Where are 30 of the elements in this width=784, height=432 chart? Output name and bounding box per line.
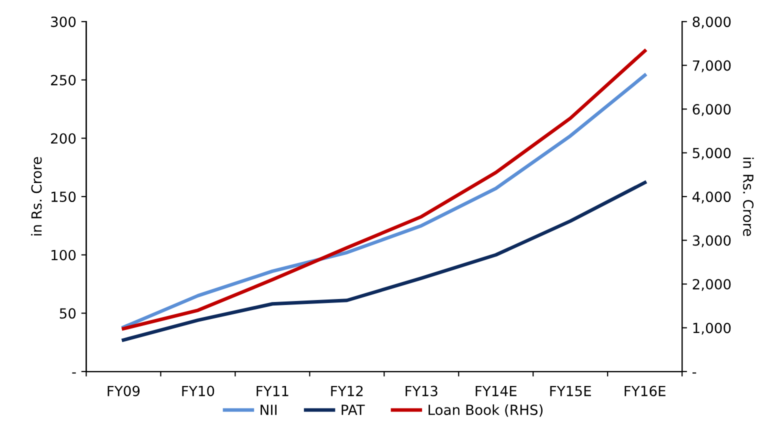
- x-tick-label: FY13: [406, 386, 438, 396]
- y-tick-label: 250: [51, 74, 76, 86]
- y-tick-label: 300: [51, 16, 76, 28]
- line-series: [122, 180, 647, 342]
- x-tick-label: FY14E: [476, 386, 516, 396]
- y-tick-label: 200: [51, 133, 76, 144]
- y2-axis-title: in Rs. Crore: [743, 158, 754, 236]
- y-tick-label: -: [72, 372, 76, 374]
- x-tick-label: FY11: [256, 386, 288, 396]
- y2-tick-label: 3,000: [692, 235, 731, 248]
- legend-label: Loan Book (RHS): [428, 404, 543, 417]
- y-tick-label: 50: [60, 308, 76, 319]
- legend-label: NII: [260, 404, 277, 415]
- y-tick-label: 100: [52, 250, 76, 260]
- y2-tick-label: 4,000: [692, 192, 731, 204]
- legend-label: PAT: [342, 404, 365, 415]
- y2-tick-label: -: [692, 372, 696, 374]
- x-tick-label: FY15E: [550, 386, 591, 396]
- y-axis-title: in Rs. Crore: [31, 157, 42, 236]
- y2-tick-label: 6,000: [692, 104, 731, 116]
- x-tick-label: FY12: [331, 386, 363, 396]
- y-tick-label: 150: [52, 192, 76, 202]
- x-tick-label: FY10: [182, 386, 214, 396]
- x-tick-label: FY16E: [624, 386, 666, 396]
- y2-tick-label: 5,000: [692, 148, 731, 160]
- x-tick-label: FY09: [108, 386, 140, 396]
- y2-tick-label: 8,000: [692, 16, 731, 28]
- y2-tick-label: 1,000: [693, 322, 731, 335]
- y2-tick-label: 7,000: [692, 60, 731, 72]
- y2-tick-label: 2,000: [692, 279, 731, 291]
